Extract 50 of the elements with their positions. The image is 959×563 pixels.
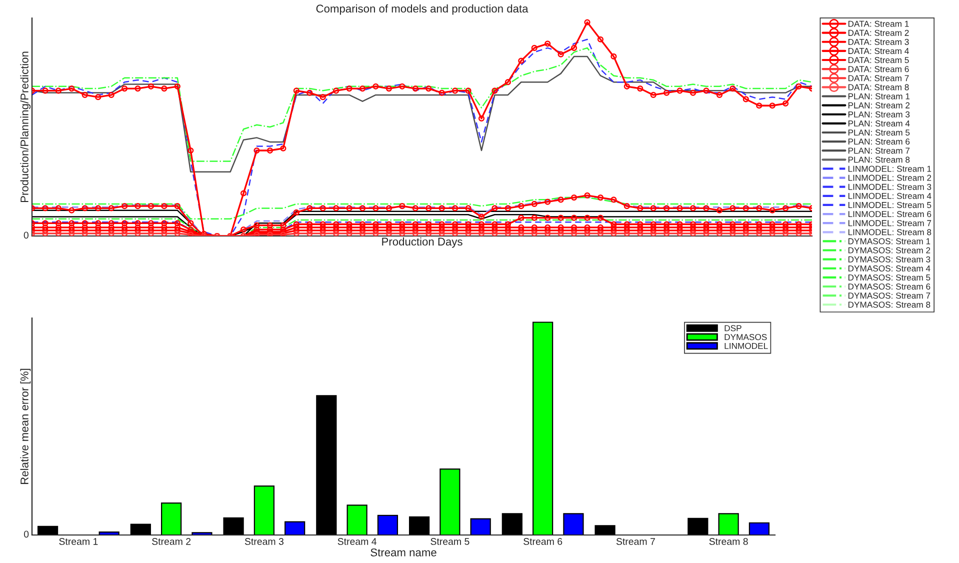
legend-label: DYMASOS: Stream 5 — [848, 274, 930, 281]
x-tick-label: Stream 5 — [430, 538, 470, 545]
legend-label: DYMASOS: Stream 6 — [848, 284, 930, 290]
legend-label: LINMODEL: Stream 4 — [848, 192, 932, 200]
x-tick-label: Stream 1 — [59, 538, 98, 545]
legend-label: DYMASOS: Stream 4 — [848, 265, 930, 272]
legend-label: LINMODEL: Stream 5 — [848, 202, 932, 208]
legend-label: DYMASOS: Stream 2 — [848, 247, 930, 254]
legend-label: LINMODEL — [724, 342, 768, 349]
legend-label: PLAN: Stream 7 — [848, 148, 910, 154]
text: 0 — [24, 530, 29, 538]
y-axis-title: Production/Planning/Prediction — [20, 52, 31, 202]
x-axis-title: Stream name — [370, 548, 436, 556]
x-tick-label: Stream 3 — [244, 538, 284, 545]
x-tick-label: Stream 4 — [338, 538, 376, 545]
legend-label: PLAN: Stream 1 — [848, 93, 910, 100]
x-axis-title: Production Days — [382, 237, 462, 248]
legend-label: DYMASOS: Stream 7 — [848, 292, 930, 299]
x-tick-label: Stream 2 — [152, 538, 191, 545]
legend-label: DATA: Stream 4 — [848, 48, 909, 54]
legend-label: DATA: Stream 5 — [848, 57, 909, 64]
legend-label: LINMODEL: Stream 3 — [848, 184, 932, 190]
legend-label: DSP — [724, 325, 742, 332]
legend-label: DYMASOS — [724, 334, 767, 340]
legend-label: LINMODEL: Stream 6 — [848, 211, 932, 218]
y-axis-title: Relative mean error [%] — [20, 368, 31, 484]
legend-label: LINMODEL: Stream 7 — [848, 220, 932, 226]
x-tick-label: Stream 7 — [616, 538, 655, 545]
legend-label: PLAN: Stream 2 — [848, 102, 910, 108]
chart-title: Comparison of models and production data — [316, 4, 528, 15]
legend-label: DYMASOS: Stream 8 — [848, 302, 930, 308]
x-tick-label: Stream 6 — [524, 538, 562, 545]
legend-label: DATA: Stream 3 — [848, 38, 909, 45]
legend-label: PLAN: Stream 8 — [848, 156, 910, 163]
legend-label: LINMODEL: Stream 1 — [848, 166, 932, 172]
legend-label: DATA: Stream 1 — [848, 20, 909, 27]
legend-label: LINMODEL: Stream 2 — [848, 174, 932, 181]
legend-label: PLAN: Stream 3 — [848, 111, 910, 118]
legend-label: DATA: Stream 6 — [848, 66, 909, 72]
legend-label: PLAN: Stream 4 — [848, 120, 910, 127]
legend-label: DATA: Stream 7 — [848, 75, 909, 82]
legend-label: PLAN: Stream 6 — [848, 138, 910, 145]
legend-label: LINMODEL: Stream 8 — [848, 229, 932, 236]
x-tick-label: Stream 8 — [709, 538, 748, 545]
legend-label: DATA: Stream 8 — [848, 84, 909, 90]
legend-label: PLAN: Stream 5 — [848, 129, 910, 136]
legend-label: DYMASOS: Stream 3 — [848, 256, 930, 262]
text: 0 — [24, 232, 28, 239]
legend-label: DATA: Stream 2 — [848, 30, 909, 36]
legend-label: DYMASOS: Stream 1 — [848, 238, 930, 244]
